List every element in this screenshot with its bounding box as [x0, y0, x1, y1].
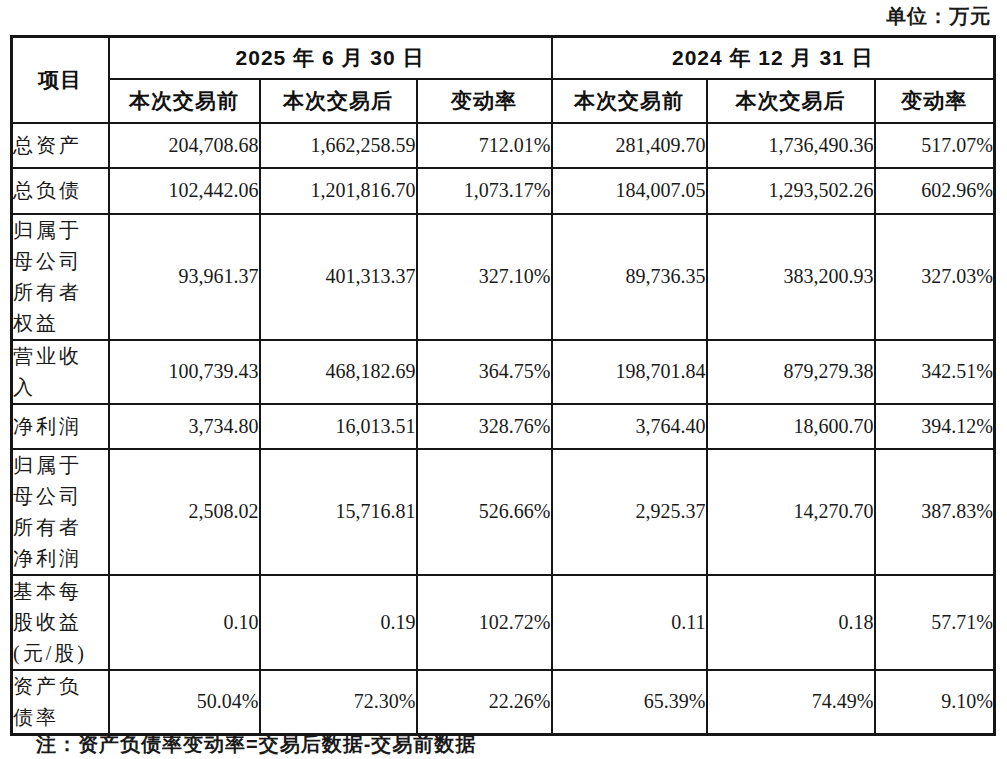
- value-cell: 1,201,816.70: [260, 168, 417, 214]
- table-row-operating-revenue: 营业收 入 100,739.43 468,182.69 364.75% 198,…: [12, 340, 995, 404]
- value-cell: 712.01%: [417, 123, 552, 168]
- value-cell: 602.96%: [875, 168, 995, 214]
- value-cell: 100,739.43: [109, 340, 260, 404]
- value-cell: 93,961.37: [109, 214, 260, 340]
- row-label: 资产负 债率: [12, 670, 109, 735]
- row-label: 总负债: [12, 168, 109, 214]
- table-row-parent-net-profit: 归属于 母公司 所有者 净利润 2,508.02 15,716.81 526.6…: [12, 449, 995, 575]
- unit-label: 单位：万元: [886, 3, 991, 30]
- header-row-subcolumns: 本次交易前 本次交易后 变动率 本次交易前 本次交易后 变动率: [12, 79, 995, 123]
- value-cell: 1,662,258.59: [260, 123, 417, 168]
- value-cell: 50.04%: [109, 670, 260, 735]
- value-cell: 18,600.70: [707, 404, 875, 449]
- table-row-total-liabilities: 总负债 102,442.06 1,201,816.70 1,073.17% 18…: [12, 168, 995, 214]
- subcol-header-pre-2025: 本次交易前: [109, 79, 260, 123]
- date-group-2024: 2024 年 12 月 31 日: [552, 37, 995, 79]
- value-cell: 327.03%: [875, 214, 995, 340]
- value-cell: 198,701.84: [552, 340, 707, 404]
- value-cell: 16,013.51: [260, 404, 417, 449]
- value-cell: 383,200.93: [707, 214, 875, 340]
- row-label: 营业收 入: [12, 340, 109, 404]
- value-cell: 65.39%: [552, 670, 707, 735]
- footnote: 注：资产负债率变动率=交易后数据-交易前数据: [36, 731, 476, 758]
- value-cell: 1,073.17%: [417, 168, 552, 214]
- value-cell: 468,182.69: [260, 340, 417, 404]
- value-cell: 74.49%: [707, 670, 875, 735]
- table-row-total-assets: 总资产 204,708.68 1,662,258.59 712.01% 281,…: [12, 123, 995, 168]
- value-cell: 9.10%: [875, 670, 995, 735]
- value-cell: 72.30%: [260, 670, 417, 735]
- value-cell: 0.10: [109, 575, 260, 670]
- value-cell: 328.76%: [417, 404, 552, 449]
- subcol-header-change-2025: 变动率: [417, 79, 552, 123]
- value-cell: 342.51%: [875, 340, 995, 404]
- value-cell: 1,736,490.36: [707, 123, 875, 168]
- value-cell: 0.19: [260, 575, 417, 670]
- row-label: 总资产: [12, 123, 109, 168]
- value-cell: 204,708.68: [109, 123, 260, 168]
- value-cell: 89,736.35: [552, 214, 707, 340]
- value-cell: 3,734.80: [109, 404, 260, 449]
- subcol-header-post-2024: 本次交易后: [707, 79, 875, 123]
- document-page: 单位：万元 项目 2025 年 6 月 30 日 2024 年 12 月 31 …: [0, 0, 1007, 759]
- value-cell: 387.83%: [875, 449, 995, 575]
- value-cell: 879,279.38: [707, 340, 875, 404]
- value-cell: 327.10%: [417, 214, 552, 340]
- value-cell: 0.18: [707, 575, 875, 670]
- value-cell: 394.12%: [875, 404, 995, 449]
- value-cell: 526.66%: [417, 449, 552, 575]
- subcol-header-pre-2024: 本次交易前: [552, 79, 707, 123]
- subcol-header-change-2024: 变动率: [875, 79, 995, 123]
- header-row-dates: 项目 2025 年 6 月 30 日 2024 年 12 月 31 日: [12, 37, 995, 79]
- value-cell: 102,442.06: [109, 168, 260, 214]
- value-cell: 401,313.37: [260, 214, 417, 340]
- value-cell: 1,293,502.26: [707, 168, 875, 214]
- table-row-basic-eps: 基本每 股收益 (元/股) 0.10 0.19 102.72% 0.11 0.1…: [12, 575, 995, 670]
- table-row-net-profit: 净利润 3,734.80 16,013.51 328.76% 3,764.40 …: [12, 404, 995, 449]
- value-cell: 0.11: [552, 575, 707, 670]
- value-cell: 14,270.70: [707, 449, 875, 575]
- row-label: 归属于 母公司 所有者 权益: [12, 214, 109, 340]
- value-cell: 102.72%: [417, 575, 552, 670]
- value-cell: 2,925.37: [552, 449, 707, 575]
- value-cell: 184,007.05: [552, 168, 707, 214]
- row-label: 净利润: [12, 404, 109, 449]
- value-cell: 15,716.81: [260, 449, 417, 575]
- value-cell: 281,409.70: [552, 123, 707, 168]
- value-cell: 57.71%: [875, 575, 995, 670]
- table-row-debt-ratio: 资产负 债率 50.04% 72.30% 22.26% 65.39% 74.49…: [12, 670, 995, 735]
- table-row-parent-equity: 归属于 母公司 所有者 权益 93,961.37 401,313.37 327.…: [12, 214, 995, 340]
- financial-comparison-table: 项目 2025 年 6 月 30 日 2024 年 12 月 31 日 本次交易…: [10, 35, 996, 736]
- row-label: 基本每 股收益 (元/股): [12, 575, 109, 670]
- date-group-2025: 2025 年 6 月 30 日: [109, 37, 552, 79]
- row-label: 归属于 母公司 所有者 净利润: [12, 449, 109, 575]
- item-header-cell: 项目: [12, 37, 109, 123]
- value-cell: 22.26%: [417, 670, 552, 735]
- value-cell: 3,764.40: [552, 404, 707, 449]
- value-cell: 517.07%: [875, 123, 995, 168]
- value-cell: 2,508.02: [109, 449, 260, 575]
- subcol-header-post-2025: 本次交易后: [260, 79, 417, 123]
- value-cell: 364.75%: [417, 340, 552, 404]
